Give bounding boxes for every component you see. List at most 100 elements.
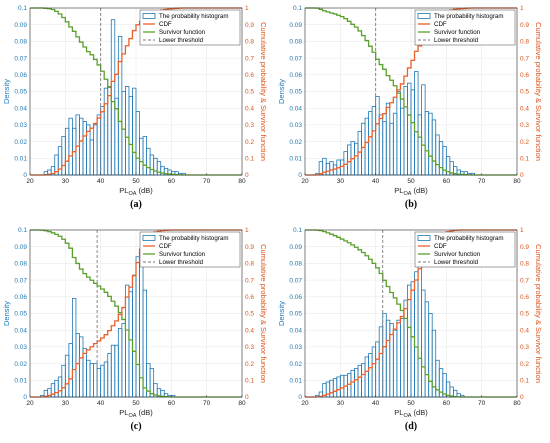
legend-entry: CDF <box>434 243 447 250</box>
legend-entry: Survivor function <box>159 251 206 258</box>
legend-entry: CDF <box>159 243 172 250</box>
panel-caption: (b) <box>405 199 417 210</box>
y-left-tick-label: 0.02 <box>14 361 27 368</box>
x-tick-label: 20 <box>301 400 309 407</box>
y-right-tick-label: 0.5 <box>520 311 529 318</box>
histogram-bar <box>142 136 147 176</box>
histogram-bar <box>424 111 430 176</box>
y-right-tick-label: 0 <box>245 394 249 401</box>
y-left-tick-label: 0.04 <box>289 105 302 112</box>
histogram-bar <box>100 364 105 398</box>
legend-entry: The probability histogram <box>159 13 228 20</box>
histogram-bar <box>421 289 426 398</box>
y-right-tick-label: 0.3 <box>520 122 529 129</box>
y-right-axis-label: Cumulative probability & Survivor functi… <box>534 22 543 161</box>
histogram-bar <box>132 274 137 398</box>
y-left-tick-label: 0.03 <box>289 122 302 129</box>
y-left-axis-label: Density <box>2 301 11 326</box>
histogram-bar <box>61 364 66 398</box>
y-right-tick-label: 0.1 <box>245 156 254 163</box>
x-axis-label: PLOA (dB) <box>394 408 428 419</box>
y-left-tick-label: 0.1 <box>293 227 302 234</box>
y-left-tick-label: 0.01 <box>289 378 302 385</box>
histogram-bar <box>57 376 63 398</box>
y-left-axis-label: Density <box>277 301 286 326</box>
histogram-bar <box>332 378 338 398</box>
histogram-bar <box>64 127 70 176</box>
y-left-tick-label: 0.08 <box>14 261 27 268</box>
x-tick-label: 40 <box>372 178 380 185</box>
panel-caption: (c) <box>130 421 141 432</box>
legend-entry: Survivor function <box>434 29 481 36</box>
x-tick-label: 50 <box>132 400 140 407</box>
x-tick-label: 30 <box>62 178 70 185</box>
y-right-tick-label: 0.9 <box>520 244 529 251</box>
x-tick-label: 20 <box>26 400 34 407</box>
histogram-bar <box>146 147 151 176</box>
legend-entry: Lower threshold <box>434 259 479 266</box>
legend-box <box>139 231 241 268</box>
y-right-tick-label: 0.2 <box>520 361 529 368</box>
y-right-tick-label: 0.3 <box>520 344 529 351</box>
y-right-tick-label: 1 <box>520 5 524 12</box>
histogram-bar <box>382 313 387 398</box>
x-tick-label: 70 <box>478 400 486 407</box>
legend-box <box>414 9 516 46</box>
x-tick-label: 40 <box>97 400 105 407</box>
y-right-tick-label: 0.6 <box>245 72 254 79</box>
y-left-tick-label: 0.07 <box>14 277 27 284</box>
x-tick-label: 80 <box>513 400 521 407</box>
histogram-bar <box>368 353 373 398</box>
y-right-axis-label: Cumulative probability & Survivor functi… <box>534 244 543 383</box>
y-left-tick-label: 0.06 <box>289 72 302 79</box>
y-left-tick-label: 0.09 <box>289 244 302 251</box>
y-left-tick-label: 0.06 <box>14 72 27 79</box>
legend-entry: The probability histogram <box>159 235 228 242</box>
y-left-axis-label: Density <box>2 79 11 104</box>
y-right-tick-label: 1 <box>520 227 524 234</box>
histogram-bar <box>103 361 109 398</box>
y-left-tick-label: 0 <box>23 394 27 401</box>
y-right-tick-label: 0.8 <box>520 261 529 268</box>
histogram-bar <box>82 121 87 176</box>
chart-panel-b: 20 30 40 50 60 70 8000.010.020.030.040.050.060… <box>277 5 543 210</box>
y-right-tick-label: 0.4 <box>245 327 254 334</box>
y-right-tick-label: 0.8 <box>245 261 254 268</box>
histogram-bar <box>396 319 401 398</box>
y-left-tick-label: 0.01 <box>289 156 302 163</box>
histogram-bar <box>149 154 155 176</box>
y-right-tick-label: 0.5 <box>245 89 254 96</box>
x-tick-label: 80 <box>238 400 246 407</box>
legend-swatch <box>417 13 431 19</box>
legend-entry: Survivor function <box>159 29 206 36</box>
legend-entry: Survivor function <box>434 251 481 258</box>
histogram-bar <box>135 111 140 176</box>
y-right-tick-label: 0.6 <box>245 294 254 301</box>
y-right-tick-label: 0.6 <box>520 72 529 79</box>
y-right-tick-label: 0.2 <box>245 361 254 368</box>
y-left-tick-label: 0.06 <box>289 294 302 301</box>
histogram-bar <box>336 376 341 398</box>
legend-entry: CDF <box>434 21 447 28</box>
histogram-bar <box>357 364 362 398</box>
x-tick-label: 20 <box>301 178 309 185</box>
histogram-bar <box>382 121 387 176</box>
y-left-tick-label: 0.07 <box>289 277 302 284</box>
y-left-tick-label: 0.05 <box>14 89 27 96</box>
histogram-bar <box>325 162 331 176</box>
histogram-bar <box>421 84 426 176</box>
y-left-tick-label: 0.03 <box>289 344 302 351</box>
y-left-tick-label: 0.05 <box>14 311 27 318</box>
y-right-tick-label: 0.9 <box>245 244 254 251</box>
histogram <box>40 254 176 398</box>
y-right-tick-label: 0.7 <box>520 55 529 62</box>
y-right-tick-label: 0.1 <box>245 378 254 385</box>
histogram-bar <box>107 353 112 398</box>
legend-entry: The probability histogram <box>434 235 503 242</box>
histogram-bar <box>407 82 412 176</box>
y-left-tick-label: 0.09 <box>289 22 302 29</box>
histogram-bar <box>96 368 102 398</box>
y-right-tick-label: 0.4 <box>520 327 529 334</box>
x-tick-label: 60 <box>168 178 176 185</box>
